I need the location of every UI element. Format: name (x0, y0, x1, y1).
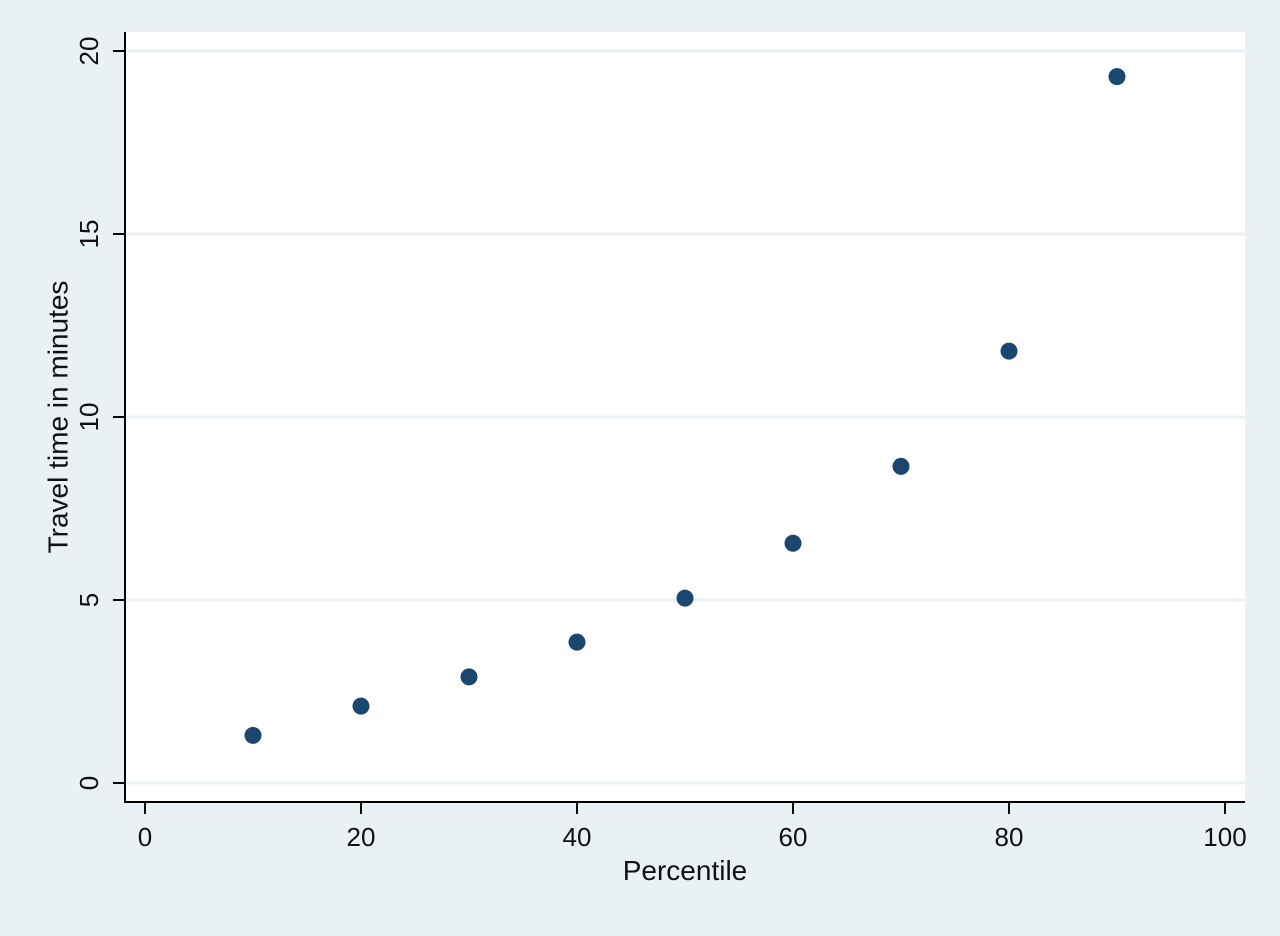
data-point-20 (352, 697, 370, 715)
ticks: 0 20 40 60 80 100 0 5 10 15 20 (74, 37, 1247, 852)
y-tick-label-5: 5 (74, 593, 104, 607)
data-point-50 (676, 589, 694, 607)
data-point-10 (244, 726, 262, 744)
x-tick-label-100: 100 (1203, 822, 1246, 852)
data-point-90 (1108, 68, 1126, 86)
gridlines (125, 49, 1245, 785)
y-tick-label-10: 10 (74, 403, 104, 432)
x-tick-label-0: 0 (138, 822, 152, 852)
y-tick-label-20: 20 (74, 37, 104, 66)
data-point-30 (460, 668, 478, 686)
x-axis-title: Percentile (623, 855, 748, 886)
x-tick-label-60: 60 (779, 822, 808, 852)
data-point-80 (1000, 342, 1018, 360)
x-tick-label-20: 20 (347, 822, 376, 852)
data-point-60 (784, 534, 802, 552)
y-axis-title: Travel time in minutes (43, 281, 74, 554)
y-tick-label-15: 15 (74, 220, 104, 249)
x-tick-label-80: 80 (995, 822, 1024, 852)
x-tick-label-40: 40 (563, 822, 592, 852)
y-tick-label-0: 0 (74, 776, 104, 790)
data-point-40 (568, 633, 586, 651)
data-points (244, 68, 1126, 744)
data-point-70 (892, 457, 910, 475)
